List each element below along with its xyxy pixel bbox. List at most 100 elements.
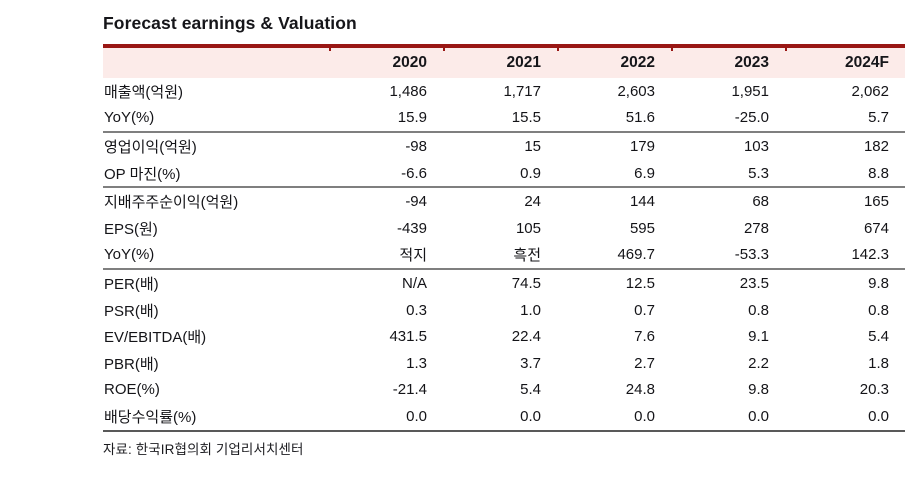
row-label: 지배주주순이익(억원) [104,194,239,212]
cell-value: -439 [396,219,427,237]
cell-value: 적지 [399,247,427,265]
header-year-cell: 2023 [671,48,785,78]
cell-value: 142.3 [851,246,889,264]
row-label: ROE(%) [104,381,160,399]
row-label: PSR(배) [104,302,159,320]
cell-value: 51.6 [625,109,655,127]
table-row: PSR(배) 0.3 1.0 0.7 0.8 0.8 [103,297,905,324]
report-exhibit: Forecast earnings & Valuation 2020 2021 20… [103,12,905,458]
cell-value: 7.6 [634,328,655,346]
cell-value: 165 [863,193,889,211]
cell-value: 105 [515,219,541,237]
cell-value: 0.8 [868,301,889,319]
table-header-row: 2020 2021 2022 2023 2024F [103,44,905,78]
cell-value: 5.4 [520,381,541,399]
cell-value: 0.8 [748,301,769,319]
cell-value: 674 [863,219,889,237]
cell-value: 68 [752,193,769,211]
table-row: 지배주주순이익(억원) -94 24 144 68 165 [103,188,905,215]
table-row: OP 마진(%) -6.6 0.9 6.9 5.3 8.8 [103,160,905,189]
table-row: PBR(배) 1.3 3.7 2.7 2.2 1.8 [103,350,905,377]
cell-value: 278 [743,219,769,237]
cell-value: 5.7 [868,109,889,127]
cell-value: 179 [629,137,655,155]
row-label: YoY(%) [104,109,155,127]
cell-value: N/A [401,274,427,292]
cell-value: 12.5 [625,274,655,292]
cell-value: 74.5 [511,274,541,292]
row-label: 영업이익(억원) [104,138,197,156]
table-row: EV/EBITDA(배) 431.5 22.4 7.6 9.1 5.4 [103,323,905,350]
header-year-cell: 2022 [557,48,671,78]
table-row: YoY(%) 15.9 15.5 51.6 -25.0 5.7 [103,105,905,134]
cell-value: 9.8 [748,381,769,399]
cell-value: -25.0 [734,109,769,127]
table-row: 매출액(억원) 1,486 1,717 2,603 1,951 2,062 [103,78,905,105]
cell-value: 182 [863,137,889,155]
cell-value: 23.5 [739,274,769,292]
cell-value: 15 [524,137,541,155]
cell-value: 2,062 [851,82,889,100]
cell-value: 1,717 [503,82,541,100]
cell-value: -98 [405,137,427,155]
row-label: EV/EBITDA(배) [104,329,207,347]
cell-value: 144 [629,193,655,211]
cell-value: 24 [524,193,541,211]
cell-value: 5.3 [748,164,769,182]
cell-value: 0.0 [520,407,541,425]
cell-value: 흑전 [513,247,541,265]
table-body: 매출액(억원) 1,486 1,717 2,603 1,951 2,062 YoY(%) 15… [103,78,905,432]
cell-value: 2.2 [748,354,769,372]
cell-value: 5.4 [868,328,889,346]
cell-value: 431.5 [389,328,427,346]
table-title: Forecast earnings & Valuation [103,13,357,33]
cell-value: 0.0 [406,407,427,425]
cell-value: 1.3 [406,354,427,372]
cell-value: 1,951 [731,82,769,100]
header-year-cell: 2021 [443,48,557,78]
row-label: 배당수익률(%) [104,408,197,426]
cell-value: 1,486 [389,82,427,100]
row-label: EPS(원) [104,220,158,238]
table-row: YoY(%) 적지 흑전 469.7 -53.3 142.3 [103,242,905,271]
cell-value: 0.0 [868,407,889,425]
row-label: PBR(배) [104,355,159,373]
source-note: 자료: 한국IR협의회 기업리서치센터 [103,441,304,457]
table-row: ROE(%) -21.4 5.4 24.8 9.8 20.3 [103,377,905,404]
table-row: EPS(원) -439 105 595 278 674 [103,215,905,242]
cell-value: 24.8 [625,381,655,399]
header-label-cell [103,48,329,78]
cell-value: 15.5 [511,109,541,127]
cell-value: 0.9 [520,164,541,182]
cell-value: 9.1 [748,328,769,346]
cell-value: -21.4 [392,381,427,399]
cell-value: 0.3 [406,301,427,319]
table-row: 영업이익(억원) -98 15 179 103 182 [103,133,905,160]
cell-value: 15.9 [397,109,427,127]
cell-value: -6.6 [401,164,427,182]
table-row: 배당수익률(%) 0.0 0.0 0.0 0.0 0.0 [103,403,905,432]
cell-value: 22.4 [511,328,541,346]
cell-value: 8.8 [868,164,889,182]
header-year-cell: 2020 [329,48,443,78]
cell-value: 2,603 [617,82,655,100]
cell-value: 469.7 [617,246,655,264]
cell-value: 595 [629,219,655,237]
cell-value: 1.0 [520,301,541,319]
header-year-cell: 2024F [785,48,905,78]
row-label: 매출액(억원) [104,83,183,101]
cell-value: 9.8 [868,274,889,292]
cell-value: 3.7 [520,354,541,372]
cell-value: 2.7 [634,354,655,372]
cell-value: 103 [743,137,769,155]
cell-value: 20.3 [859,381,889,399]
cell-value: 0.0 [748,407,769,425]
forecast-valuation-table: 2020 2021 2022 2023 2024F 매출액(억원) 1,486 1,717 2… [103,44,905,432]
table-row: PER(배) N/A 74.5 12.5 23.5 9.8 [103,270,905,297]
cell-value: 6.9 [634,164,655,182]
cell-value: -94 [405,193,427,211]
row-label: YoY(%) [104,246,155,264]
row-label: PER(배) [104,275,159,293]
row-label: OP 마진(%) [104,165,181,183]
